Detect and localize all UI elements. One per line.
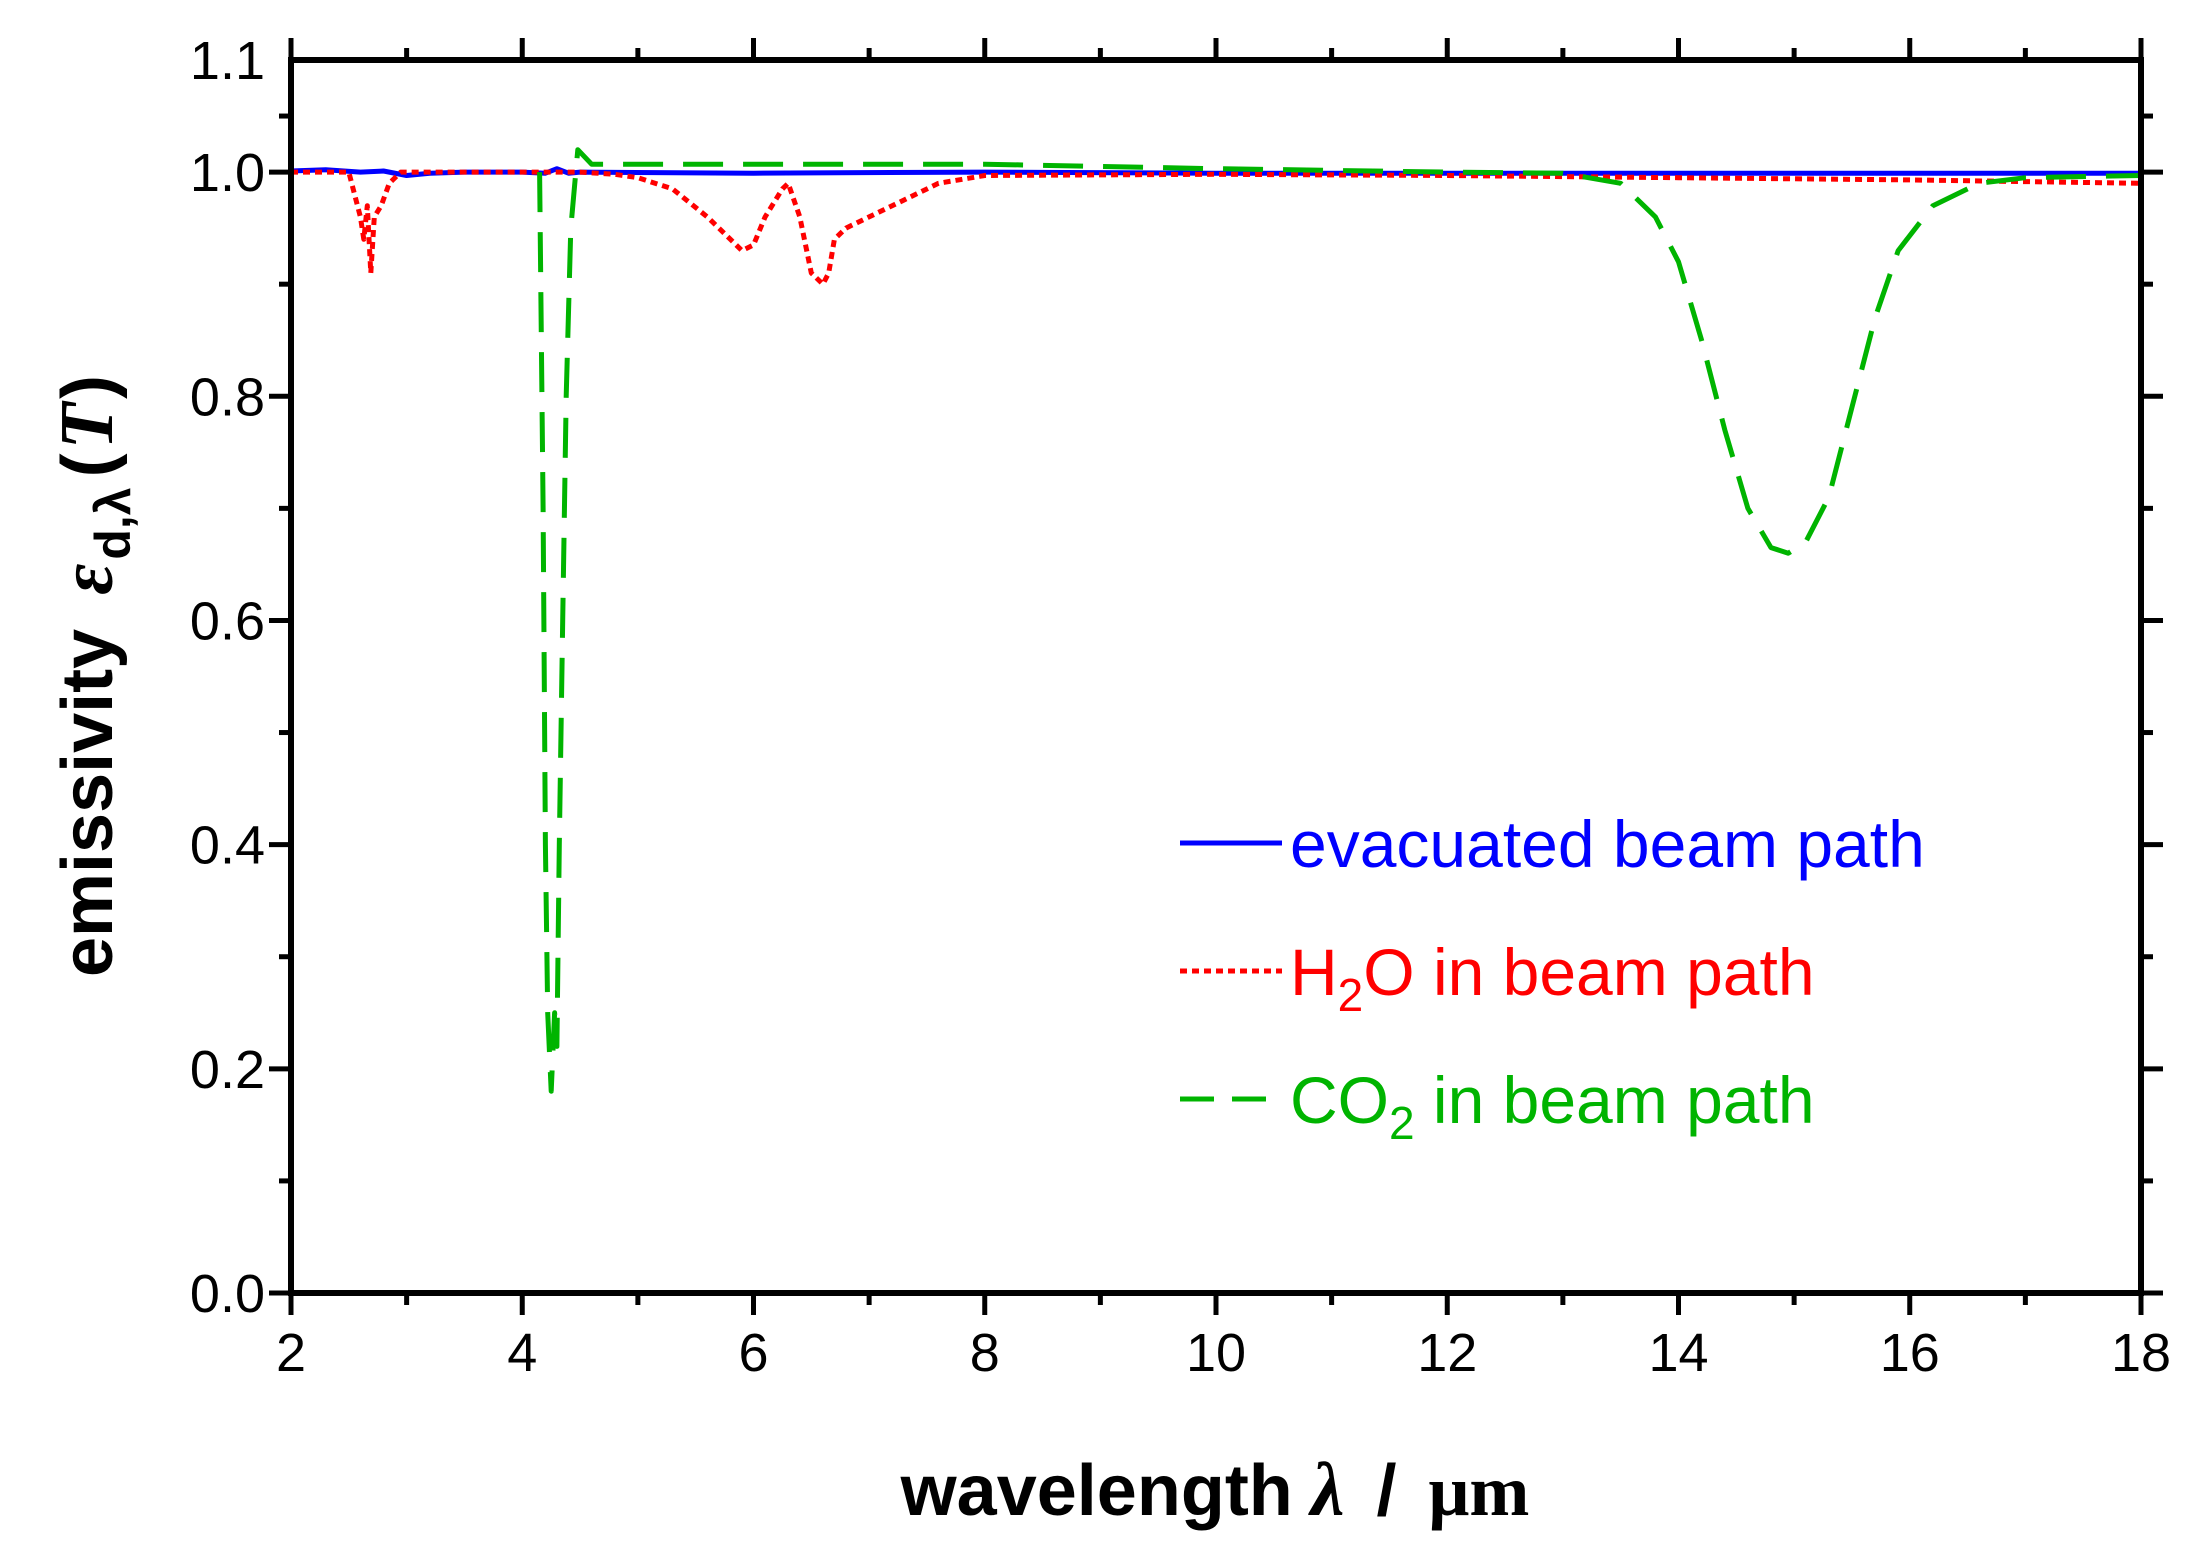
x-axis-separator: / [1377, 1451, 1397, 1531]
x-tick-label: 12 [1417, 1323, 1477, 1383]
x-tick-label: 2 [276, 1323, 306, 1383]
y-axis-argument: T [45, 400, 129, 449]
x-axis-symbol: λ [1308, 1448, 1345, 1532]
legend-label-part: O in beam path [1363, 935, 1814, 1009]
y-axis-subscript: d,λ [85, 487, 141, 559]
legend-label-1: H2O in beam path [1290, 935, 1815, 1021]
x-axis-unit: μm [1429, 1451, 1530, 1531]
y-tick-label: 0.6 [190, 591, 265, 651]
series-line-1 [291, 169, 2142, 287]
y-tick-label: 0.8 [190, 367, 265, 427]
y-axis-paren-close: ) [48, 375, 128, 399]
axis-ticks [269, 38, 2163, 1315]
x-axis-title: wavelength λ / μm [900, 1448, 1530, 1532]
y-axis-title-text: emissivity [48, 629, 128, 977]
plot-series [290, 147, 2142, 1094]
x-tick-label: 8 [970, 1323, 1000, 1383]
legend-label-part: in beam path [1415, 1063, 1815, 1137]
y-tick-label: 0.2 [190, 1040, 265, 1100]
y-tick-label: 1.0 [190, 143, 265, 203]
legend-label-subscript: 2 [1338, 969, 1364, 1021]
legend-label-part: CO [1290, 1063, 1389, 1137]
legend-label-2: CO2 in beam path [1290, 1063, 1815, 1149]
series-line-2 [537, 147, 2142, 1094]
y-axis-title: emissivity ε d,λ ( T ) [45, 375, 141, 977]
y-axis-paren-open: ( [48, 453, 128, 477]
y-tick-label: 1.1 [190, 31, 265, 91]
x-tick-label: 10 [1186, 1323, 1246, 1383]
x-tick-label: 16 [1880, 1323, 1940, 1383]
x-tick-label: 18 [2111, 1323, 2171, 1383]
x-tick-label: 6 [738, 1323, 768, 1383]
x-axis-title-text: wavelength [900, 1451, 1293, 1531]
tick-labels: 2 4 6 8 10 12 14 16 18 0.0 0.2 0.4 0.6 0.8 1.0 1.1 [190, 31, 2171, 1383]
y-axis-symbol: ε [45, 564, 129, 595]
x-tick-label: 14 [1648, 1323, 1708, 1383]
legend-label-subscript: 2 [1389, 1097, 1415, 1149]
legend-label-0: evacuated beam path [1290, 807, 1925, 881]
legend-label-part: H [1290, 935, 1338, 1009]
y-tick-label: 0.0 [190, 1264, 265, 1324]
y-tick-label: 0.4 [190, 816, 265, 876]
x-tick-label: 4 [507, 1323, 537, 1383]
